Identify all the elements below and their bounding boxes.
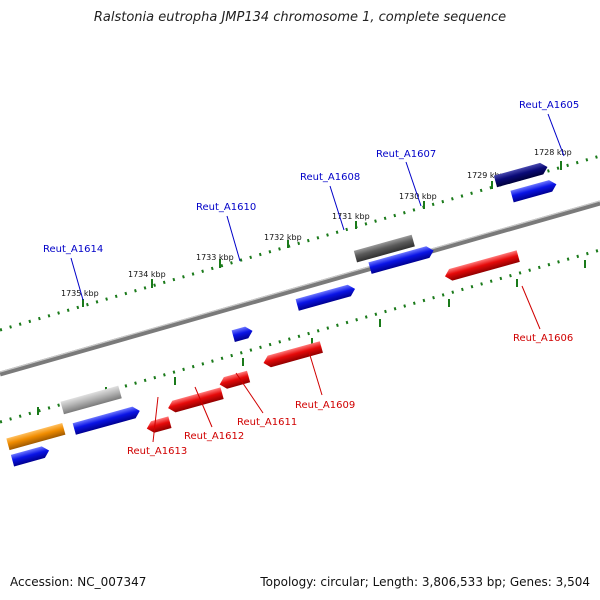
leader-line xyxy=(226,215,241,262)
gene-label[interactable]: Reut_A1613 xyxy=(127,446,187,457)
reverse-ruler-line xyxy=(0,248,600,424)
gene-label[interactable]: Reut_A1610 xyxy=(196,202,256,213)
gene-arrow-red[interactable] xyxy=(262,341,323,369)
gene-arrow-red[interactable] xyxy=(145,416,172,434)
leader-line xyxy=(547,113,565,157)
gene-track xyxy=(6,161,558,467)
gene-arrow-blue[interactable] xyxy=(72,405,142,435)
gene-arrow-blue[interactable] xyxy=(231,325,254,342)
genome-backbone-highlight xyxy=(0,200,600,373)
leader-line xyxy=(329,185,345,231)
gene-label[interactable]: Reut_A1611 xyxy=(237,417,297,428)
leader-line xyxy=(521,285,541,330)
gene-arrow-darkgray[interactable] xyxy=(353,234,415,263)
ruler-label: 1734 kbp xyxy=(128,270,166,279)
ruler-label: 1735 kbp xyxy=(61,289,99,298)
gene-arrow-orange[interactable] xyxy=(6,423,66,451)
reverse-leader-lines xyxy=(152,285,541,443)
gene-arrow-red[interactable] xyxy=(218,370,251,391)
map-title: Ralstonia eutropha JMP134 chromosome 1, … xyxy=(93,10,507,25)
gene-arrow-red[interactable] xyxy=(167,387,224,414)
leader-line xyxy=(405,161,422,207)
leader-line xyxy=(308,351,323,396)
gene-arrow-red[interactable] xyxy=(443,250,520,282)
gene-arrow-navy[interactable] xyxy=(493,161,549,188)
gene-label[interactable]: Reut_A1614 xyxy=(43,244,103,255)
gene-label[interactable]: Reut_A1606 xyxy=(513,333,573,344)
gene-arrow-blue[interactable] xyxy=(368,245,435,274)
accession-text: Accession: NC_007347 xyxy=(10,575,147,589)
gene-label[interactable]: Reut_A1607 xyxy=(376,149,436,160)
gene-label[interactable]: Reut_A1609 xyxy=(295,400,355,411)
leader-line xyxy=(235,372,264,414)
ruler-label: 1731 kbp xyxy=(332,212,370,221)
leader-line xyxy=(152,396,159,443)
leader-line xyxy=(70,257,84,301)
gene-label[interactable]: Reut_A1605 xyxy=(519,100,579,111)
gene-arrow-lightgray[interactable] xyxy=(60,385,122,415)
gene-arrow-blue[interactable] xyxy=(295,283,357,311)
ruler-label: 1733 kbp xyxy=(196,253,234,262)
sequence-summary: Topology: circular; Length: 3,806,533 bp… xyxy=(260,575,590,589)
gene-arrow-blue[interactable] xyxy=(10,445,51,467)
forward-leader-lines xyxy=(70,113,565,301)
leader-line xyxy=(194,386,213,428)
gene-label[interactable]: Reut_A1608 xyxy=(300,172,360,183)
ruler-label: 1728 kbp xyxy=(534,148,572,157)
ruler-major-ticks xyxy=(82,161,562,307)
gene-arrow-blue[interactable] xyxy=(510,178,558,203)
ruler-label: 1732 kbp xyxy=(264,233,302,242)
ruler-label: 1729 kbp xyxy=(467,171,505,180)
genome-backbone xyxy=(0,200,600,377)
gene-label[interactable]: Reut_A1612 xyxy=(184,431,244,442)
lower-ruler-major-ticks xyxy=(37,260,586,415)
